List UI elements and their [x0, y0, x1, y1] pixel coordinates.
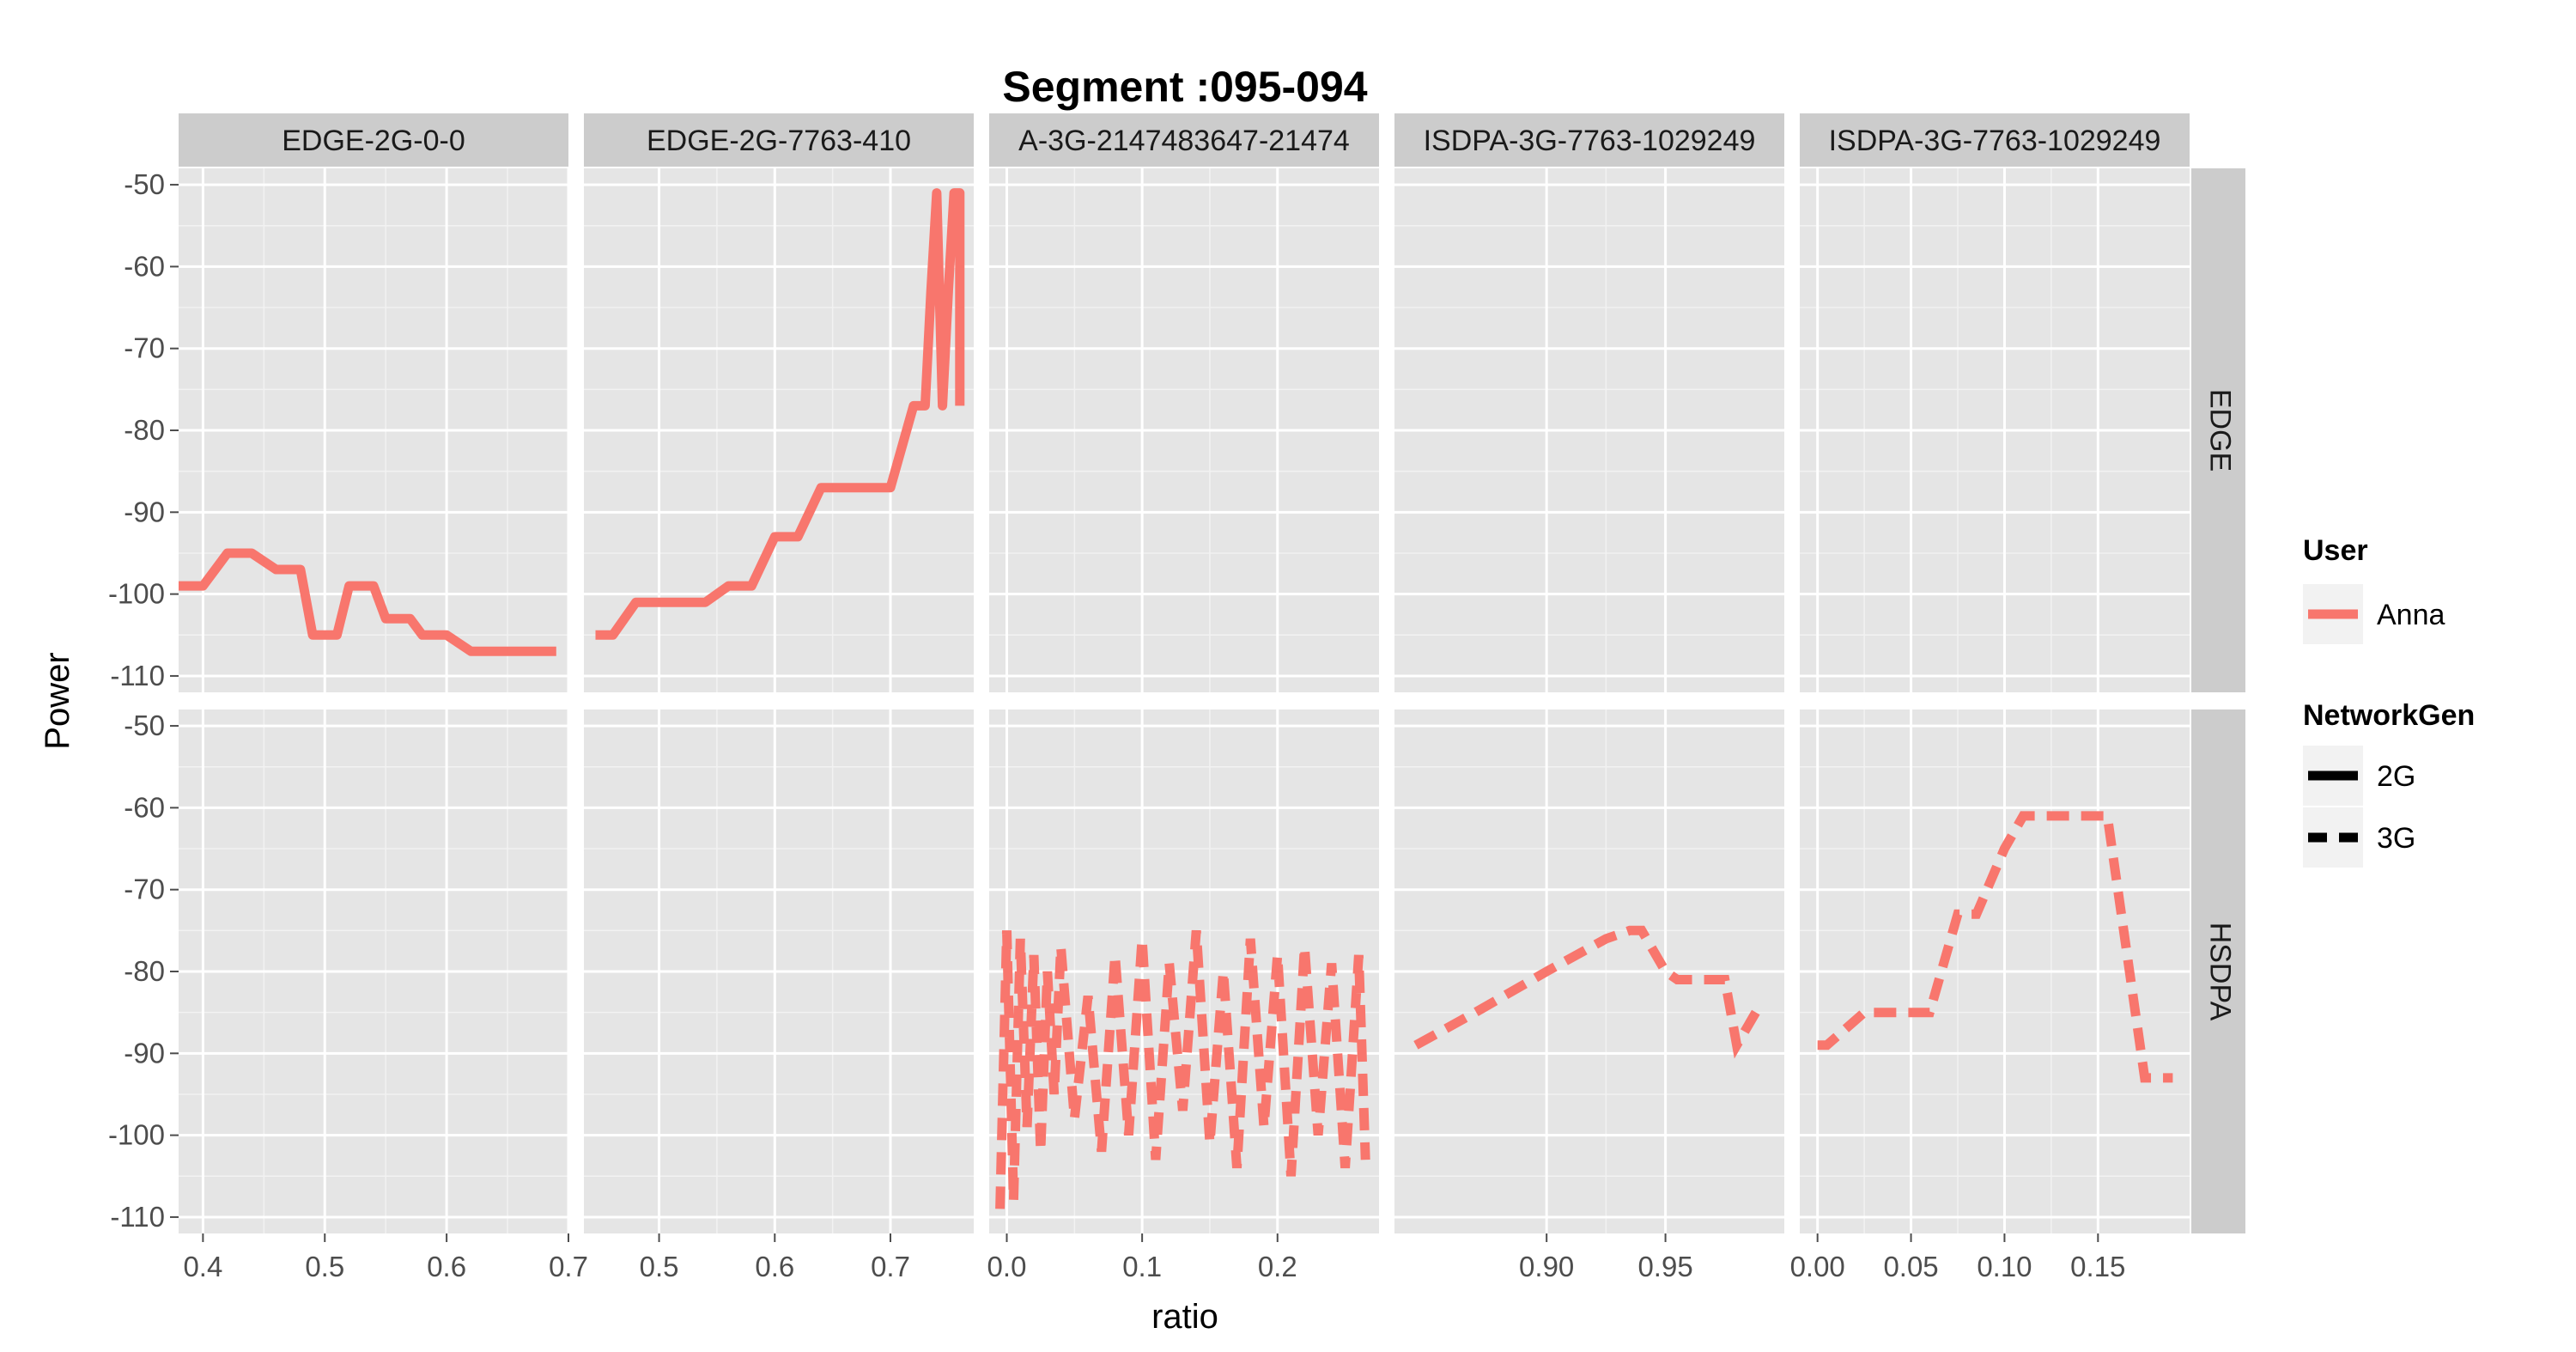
series-line: [179, 548, 556, 656]
legend-user-title: User: [2303, 534, 2368, 567]
column-strip-label: ISDPA-3G-7763-1029249: [1829, 125, 2161, 157]
y-tick-label: -110: [110, 660, 165, 691]
legend-network-label: 3G: [2377, 822, 2415, 855]
x-tick-label: 0.6: [755, 1251, 794, 1282]
row-strip-label: EDGE: [2204, 389, 2237, 472]
y-tick-label: -70: [124, 332, 165, 364]
x-tick-label: 0.5: [640, 1251, 679, 1282]
row-strip-label: HSDPA: [2204, 923, 2237, 1021]
legend-network-title: NetworkGen: [2303, 699, 2475, 732]
x-axis-label: ratio: [1151, 1298, 1218, 1336]
column-strip-label: ISDPA-3G-7763-1029249: [1424, 125, 1756, 157]
series-line: [595, 188, 965, 640]
series-line: [1413, 925, 1765, 1059]
x-tick-label: 0.00: [1790, 1251, 1845, 1282]
y-tick-label: -110: [110, 1201, 165, 1233]
y-tick-label: -80: [124, 955, 165, 987]
column-strip: [584, 113, 974, 167]
x-tick-label: 0.0: [987, 1251, 1027, 1282]
x-tick-label: 0.4: [183, 1251, 222, 1282]
x-tick-label: 0.6: [427, 1251, 466, 1282]
y-tick-label: -60: [124, 250, 165, 282]
column-strip: [179, 113, 568, 167]
x-tick-label: 0.15: [2070, 1251, 2125, 1282]
x-tick-label: 0.2: [1258, 1251, 1297, 1282]
x-tick-label: 0.1: [1122, 1251, 1162, 1282]
legend-network-label: 2G: [2377, 760, 2415, 793]
column-strip: [1800, 113, 2190, 167]
x-tick-label: 0.95: [1637, 1251, 1692, 1282]
y-tick-label: -90: [124, 496, 165, 527]
y-tick-label: -60: [124, 791, 165, 823]
x-tick-label: 0.05: [1883, 1251, 1938, 1282]
x-tick-label: 0.90: [1519, 1251, 1574, 1282]
column-strip-label: A-3G-2147483647-21474: [1018, 125, 1350, 157]
chart-title: Segment :095-094: [1002, 63, 1367, 111]
series-line: [995, 929, 1370, 1209]
column-strip-label: EDGE-2G-0-0: [282, 125, 465, 157]
y-tick-label: -90: [124, 1037, 165, 1069]
column-strip-label: EDGE-2G-7763-410: [647, 125, 911, 157]
y-tick-label: -100: [108, 1119, 165, 1151]
x-tick-label: 0.10: [1977, 1251, 2032, 1282]
y-tick-label: -50: [124, 168, 165, 200]
y-tick-label: -80: [124, 414, 165, 446]
x-tick-label: 0.5: [305, 1251, 344, 1282]
column-strip: [1394, 113, 1784, 167]
x-tick-label: 0.7: [549, 1251, 588, 1282]
y-tick-label: -70: [124, 874, 165, 905]
y-tick-label: -50: [124, 709, 165, 741]
row-strip: [2191, 168, 2245, 692]
column-strip: [989, 113, 1379, 167]
x-tick-label: 0.7: [871, 1251, 910, 1282]
series-line: [1817, 811, 2173, 1083]
y-axis-label: Power: [39, 652, 76, 749]
legend-user-label: Anna: [2377, 599, 2445, 631]
y-tick-label: -100: [108, 578, 165, 610]
row-strip: [2191, 709, 2245, 1233]
